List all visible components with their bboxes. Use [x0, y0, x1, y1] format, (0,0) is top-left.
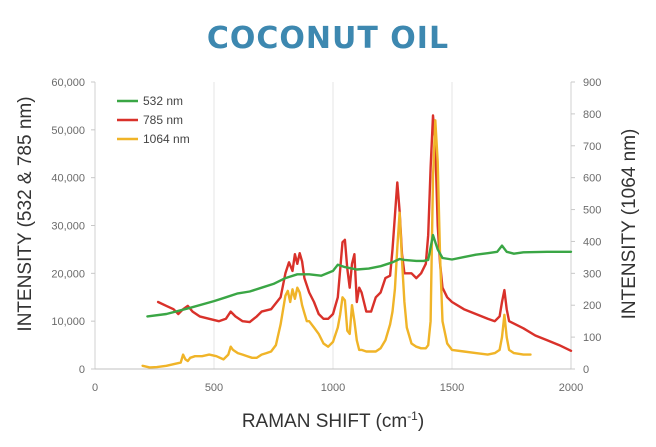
x-axis-label: RAMAN SHIFT (cm-1) — [242, 409, 424, 432]
y-right-tick-label: 200 — [583, 300, 601, 312]
y-left-tick-label: 40,000 — [51, 173, 85, 185]
x-tick-label: 2000 — [559, 382, 583, 394]
y-right-tick-label: 400 — [583, 236, 601, 248]
y-right-tick-label: 700 — [583, 141, 601, 153]
y-left-tick-label: 20,000 — [51, 268, 85, 280]
series-layer — [141, 114, 573, 369]
y-axis-right-label: INTENSITY (1064 nm) — [619, 129, 640, 320]
y-right-tick-label: 100 — [583, 332, 601, 344]
y-left-tick-label: 30,000 — [51, 221, 85, 233]
chart-title: COCONUT OIL — [207, 21, 449, 56]
y-left-tick-label: 0 — [79, 364, 85, 376]
y-axis-left-label: INTENSITY (532 & 785 nm) — [15, 96, 36, 331]
y-left-tick-label: 60,000 — [51, 77, 85, 89]
ticks: 0 500 1000 1500 2000010,00020,00030,00040,00… — [51, 77, 601, 394]
x-tick-label: 0 — [92, 382, 98, 394]
series-line-785-nm — [156, 114, 573, 352]
x-tick-label: 1000 — [321, 382, 345, 394]
series-line-532-nm — [146, 233, 573, 318]
series-line-1064-nm — [141, 119, 532, 369]
y-right-tick-label: 900 — [583, 77, 601, 89]
grid — [213, 82, 453, 369]
y-right-tick-label: 500 — [583, 205, 601, 217]
y-right-tick-label: 300 — [583, 268, 601, 280]
legend-label: 1064 nm — [143, 132, 190, 146]
y-left-tick-label: 10,000 — [51, 316, 85, 328]
x-tick-label: 1500 — [440, 382, 464, 394]
legend-label: 532 nm — [143, 94, 183, 108]
x-tick-label: 500 — [205, 382, 223, 394]
legend-label: 785 nm — [143, 113, 183, 127]
y-right-tick-label: 600 — [583, 173, 601, 185]
y-right-tick-label: 0 — [583, 364, 589, 376]
legend: 532 nm 785 nm 1064 nm — [117, 94, 190, 146]
y-left-tick-label: 50,000 — [51, 125, 85, 137]
y-right-tick-label: 800 — [583, 109, 601, 121]
